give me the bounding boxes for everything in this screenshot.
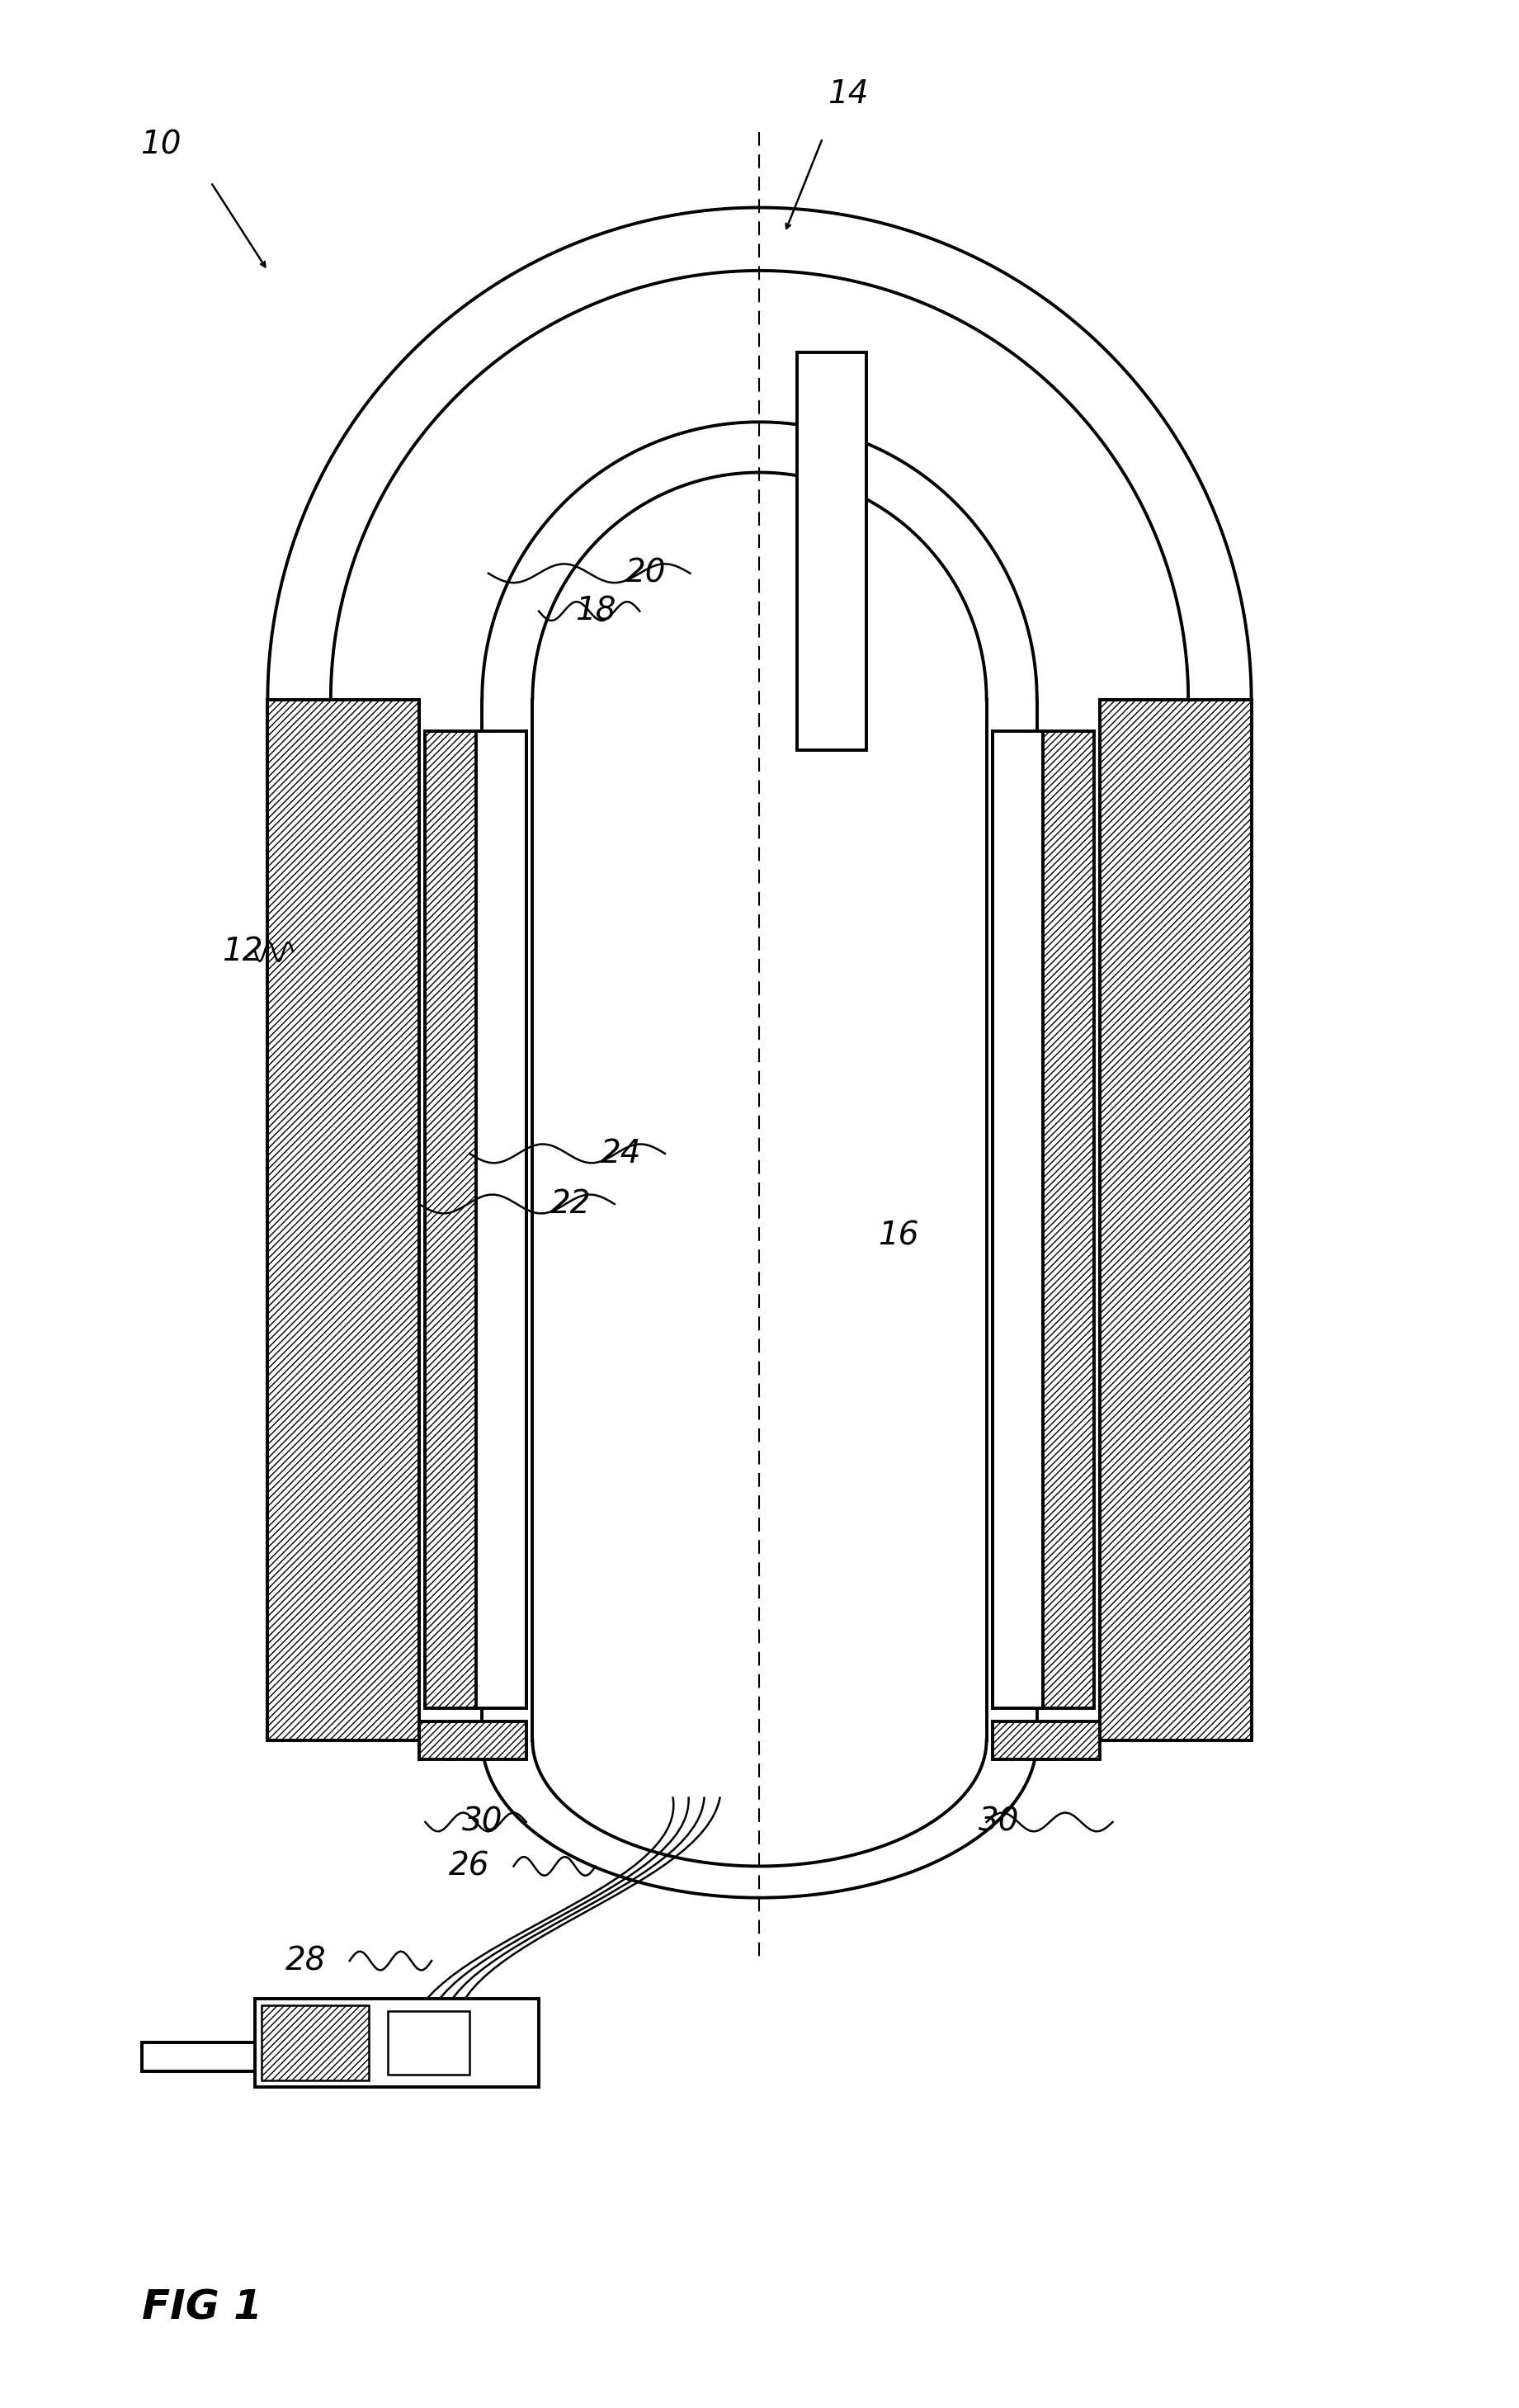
Text: 30: 30 [462, 1806, 503, 1837]
Text: 20: 20 [626, 559, 667, 590]
Bar [261, 2006, 369, 2081]
Text: 10: 10 [140, 128, 181, 161]
Text: 26: 26 [450, 1849, 489, 1883]
Bar [419, 1722, 526, 1758]
Bar [993, 732, 1044, 1710]
Bar [1044, 732, 1094, 1710]
Text: FIG 1: FIG 1 [141, 2288, 261, 2329]
Bar [797, 352, 867, 749]
Text: 14: 14 [828, 79, 869, 111]
Bar [387, 2011, 469, 2073]
Text: 12: 12 [222, 937, 263, 968]
Bar [993, 1722, 1100, 1758]
Text: 22: 22 [550, 1187, 591, 1221]
Text: 28: 28 [286, 1946, 327, 1977]
Bar [475, 732, 526, 1710]
Text: 24: 24 [600, 1139, 641, 1170]
Bar [425, 732, 475, 1710]
Bar [255, 1999, 539, 2088]
Text: 18: 18 [576, 595, 617, 626]
Bar [267, 698, 419, 1741]
Bar [267, 698, 419, 1741]
Text: 30: 30 [978, 1806, 1019, 1837]
Bar [1100, 698, 1252, 1741]
Text: 16: 16 [878, 1221, 919, 1252]
Bar [1100, 698, 1252, 1741]
